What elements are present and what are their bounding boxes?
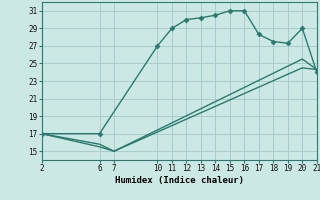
X-axis label: Humidex (Indice chaleur): Humidex (Indice chaleur) — [115, 176, 244, 185]
